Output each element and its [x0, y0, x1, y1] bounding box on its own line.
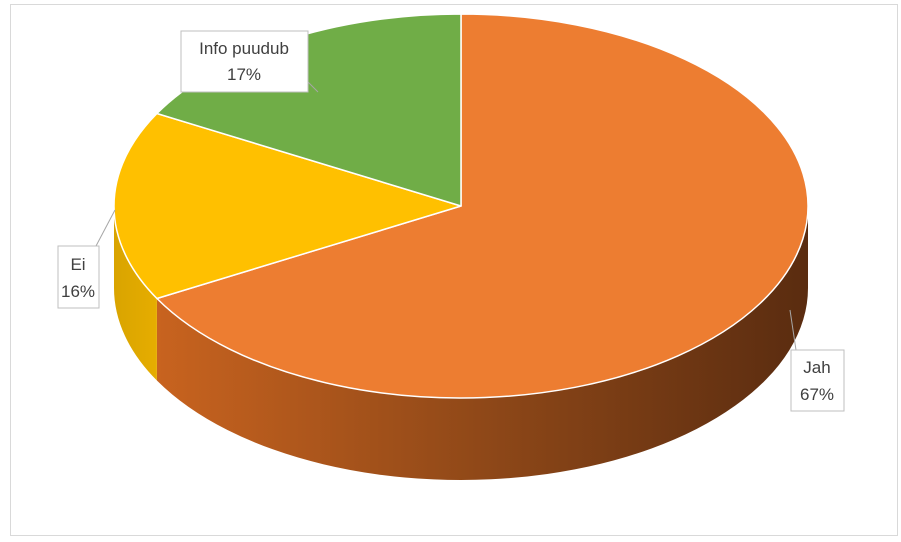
label-ei-name: Ei: [70, 255, 85, 274]
pie-slice-ei: [113, 112, 462, 300]
label-jah-name: Jah: [803, 358, 830, 377]
pie-side-ei: [114, 206, 157, 381]
pie-side-jah: [156, 206, 809, 480]
ei-leader-line: [95, 209, 116, 247]
data-label-jah: Jah 67%: [790, 349, 845, 412]
label-info-pct: 17%: [227, 65, 261, 84]
label-info-name: Info puudub: [199, 39, 289, 58]
data-label-ei: Ei 16%: [57, 245, 100, 309]
label-ei-pct: 16%: [61, 282, 95, 301]
jah-leader-line: [789, 309, 797, 351]
pie-sides: [114, 206, 809, 480]
info-leader-line: [307, 81, 319, 93]
data-label-info-puudub: Info puudub 17%: [180, 30, 309, 93]
pie-tops: [113, 13, 809, 399]
pie-slice-jah: [156, 13, 809, 399]
label-jah-pct: 67%: [800, 385, 834, 404]
